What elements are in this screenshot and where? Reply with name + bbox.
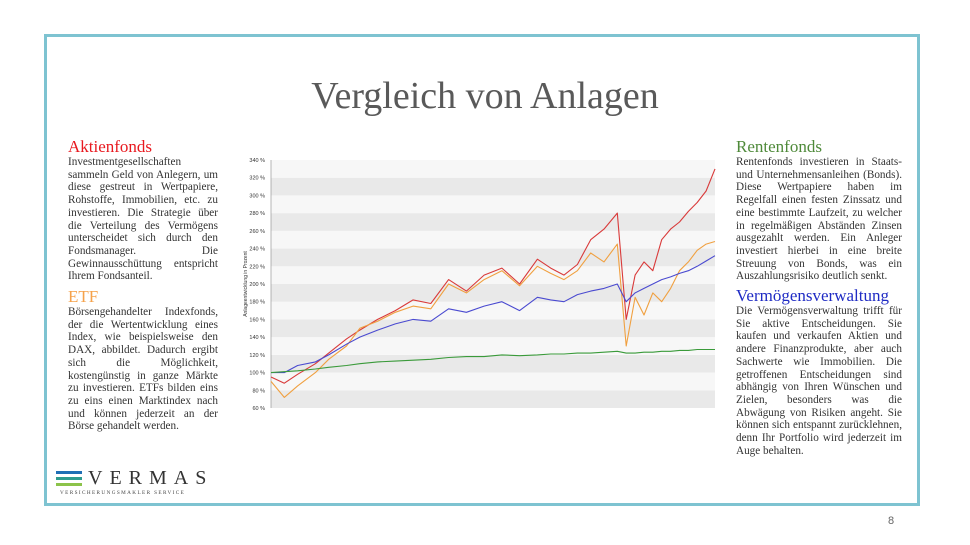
grid-band (271, 372, 715, 391)
text-etf: Börsengehandelter Indexfonds, der die We… (68, 306, 218, 433)
grid-band (271, 248, 715, 267)
heading-vermoegensverwaltung: Vermögensverwaltung (736, 286, 889, 305)
y-tick-label: 60 % (252, 406, 265, 412)
slide-title: Vergleich von Anlagen (311, 75, 659, 117)
grid-band (271, 160, 715, 178)
section-aktienfonds: Aktienfonds Investmentgesellschaften sam… (68, 138, 218, 283)
y-tick-label: 240 % (249, 247, 265, 253)
series-line-0 (270, 168, 716, 384)
y-tick-label: 260 % (249, 229, 265, 235)
grid-band (271, 301, 715, 320)
series-line-3 (270, 348, 715, 374)
vermas-logo-icon (56, 471, 82, 486)
heading-etf: ETF (68, 287, 99, 306)
section-etf: ETF Börsengehandelter Indexfonds, der di… (68, 288, 218, 433)
grid-band (271, 337, 715, 355)
grid-band (271, 230, 715, 249)
y-tick-label: 80 % (252, 388, 265, 394)
y-tick-label: 120 % (249, 353, 265, 359)
logo-subtitle: VERSICHERUNGSMAKLER SERVICE (60, 490, 186, 496)
logo-name: VERMAS (88, 467, 214, 489)
y-axis-label: Anlageentwicklung in Prozent (243, 251, 249, 317)
section-rentenfonds: Rentenfonds Rentenfonds investieren in S… (736, 138, 902, 283)
y-tick-label: 220 % (249, 264, 265, 270)
text-vermoegensverwaltung: Die Vermögensverwaltung trifft für Sie a… (736, 305, 902, 457)
text-rentenfonds: Rentenfonds investieren in Staats- und U… (736, 156, 902, 283)
section-vermoegensverwaltung: Vermögensverwaltung Die Vermögensverwalt… (736, 287, 902, 457)
grid-band (271, 177, 715, 196)
y-tick-label: 140 % (249, 335, 265, 341)
grid-band (271, 354, 715, 373)
page-number: 8 (888, 515, 895, 527)
series-line-2 (271, 255, 716, 374)
y-tick-label: 200 % (249, 282, 265, 288)
y-tick-label: 340 % (249, 158, 265, 164)
grid-band (271, 319, 715, 338)
y-tick-label: 300 % (249, 193, 265, 199)
heading-rentenfonds: Rentenfonds (736, 137, 822, 156)
grid-band (271, 195, 715, 214)
heading-aktienfonds: Aktienfonds (68, 137, 153, 156)
text-aktienfonds: Investmentgesellschaften sammeln Geld vo… (68, 156, 218, 283)
grid-band (271, 213, 715, 231)
y-tick-label: 320 % (249, 176, 265, 182)
y-tick-label: 280 % (249, 211, 265, 217)
y-tick-label: 100 % (249, 371, 265, 377)
grid-band (271, 390, 715, 408)
performance-chart: 60 % 80 % 100 % 120 % 140 % 160 % 180 % 200 % 22… (243, 158, 716, 412)
y-tick-label: 160 % (249, 317, 265, 323)
series-line-1 (270, 240, 716, 398)
y-tick-label: 180 % (249, 300, 265, 306)
